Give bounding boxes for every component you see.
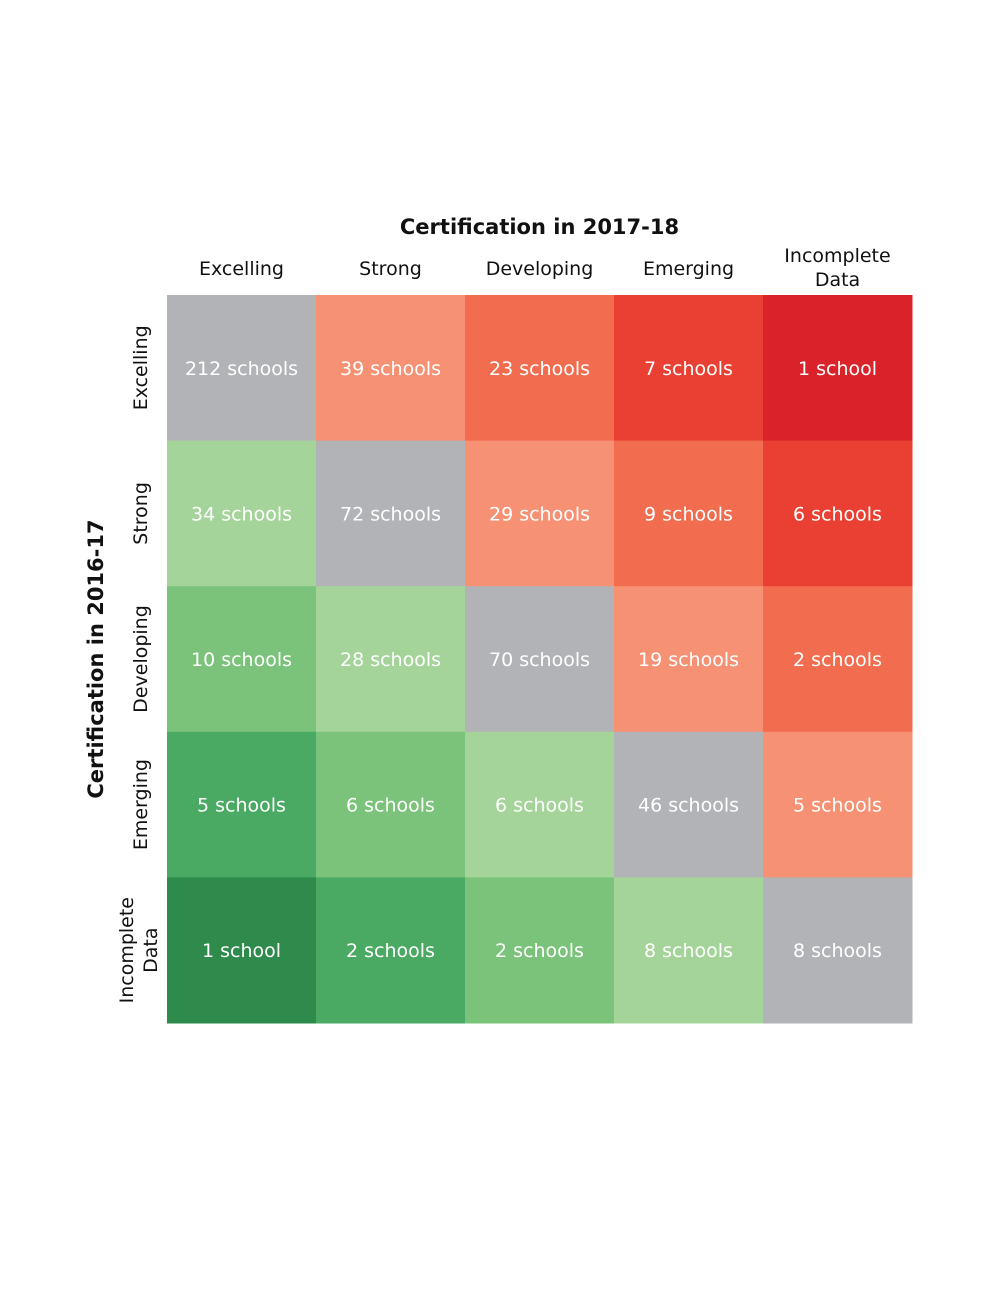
heatmap-cell-r2-c0 (167, 586, 317, 733)
cell-label-r2-c2: 70 schools (489, 649, 590, 671)
heatmap-cell-r1-c0 (167, 440, 317, 587)
row-label-strong: Strong (130, 482, 152, 545)
column-labels: Excelling Strong Developing Emerging Incompl… (199, 245, 891, 291)
column-label-excelling: Excelling (199, 258, 284, 280)
y-axis-title: Certification in 2016-17 (84, 519, 108, 798)
column-label-emerging: Emerging (643, 258, 734, 280)
heatmap-cell-r1-c4 (763, 440, 913, 587)
cell-label-r4-c0: 1 school (202, 940, 281, 962)
heatmap-cell-r2-c2 (465, 586, 615, 733)
heatmap-cell-r4-c0 (167, 877, 317, 1024)
heatmap-cell-r1-c3 (614, 440, 764, 587)
row-label-emerging: Emerging (130, 759, 152, 850)
heatmap-cell-r4-c4 (763, 877, 913, 1024)
heatmap-cell-r0-c4 (763, 295, 913, 442)
cell-label-r1-c1: 72 schools (340, 503, 441, 525)
row-label-incomplete-data: Incomplete Data (116, 897, 162, 1003)
heatmap-cells: 212 schools 39 schools 23 schools 7 schools… (167, 295, 913, 1024)
heatmap-cell-r0-c2 (465, 295, 615, 442)
heatmap-cell-r2-c4 (763, 586, 913, 733)
cell-label-r4-c1: 2 schools (346, 940, 435, 962)
cell-label-r0-c3: 7 schools (644, 358, 733, 380)
cell-label-r0-c1: 39 schools (340, 358, 441, 380)
heatmap-cell-r4-c1 (316, 877, 466, 1024)
cell-label-r4-c4: 8 schools (793, 940, 882, 962)
heatmap-cell-r2-c1 (316, 586, 466, 733)
cell-label-r3-c1: 6 schools (346, 795, 435, 817)
heatmap-cell-r4-c3 (614, 877, 764, 1024)
cell-label-r3-c4: 5 schools (793, 795, 882, 817)
heatmap-cell-r3-c3 (614, 731, 764, 878)
heatmap-cell-r3-c2 (465, 731, 615, 878)
cell-label-r4-c3: 8 schools (644, 940, 733, 962)
heatmap-cell-r3-c0 (167, 731, 317, 878)
cell-label-r3-c3: 46 schools (638, 795, 739, 817)
cell-label-r2-c0: 10 schools (191, 649, 292, 671)
heatmap-cell-r3-c4 (763, 731, 913, 878)
heatmap-cell-r1-c2 (465, 440, 615, 587)
row-label-developing: Developing (130, 605, 152, 713)
column-label-incomplete-data: Incomplete Data (784, 245, 890, 291)
cell-label-r3-c0: 5 schools (197, 795, 286, 817)
heatmap-cell-r0-c3 (614, 295, 764, 442)
row-label-excelling: Excelling (130, 325, 152, 410)
row-labels: Excelling Strong Developing Emerging Incompl… (116, 325, 162, 1003)
cell-label-r2-c4: 2 schools (793, 649, 882, 671)
cell-label-r0-c2: 23 schools (489, 358, 590, 380)
cell-label-r1-c3: 9 schools (644, 503, 733, 525)
cell-label-r4-c2: 2 schools (495, 940, 584, 962)
cell-label-r1-c2: 29 schools (489, 503, 590, 525)
cell-label-r2-c3: 19 schools (638, 649, 739, 671)
cell-label-r0-c4: 1 school (798, 358, 877, 380)
heatmap-cell-r1-c1 (316, 440, 466, 587)
x-axis-title: Certification in 2017-18 (400, 215, 679, 239)
column-label-developing: Developing (486, 258, 594, 280)
cell-label-r0-c0: 212 schools (185, 358, 298, 380)
cell-label-r1-c4: 6 schools (793, 503, 882, 525)
cell-label-r2-c1: 28 schools (340, 649, 441, 671)
heatmap-cell-r0-c1 (316, 295, 466, 442)
heatmap-cell-r0-c0 (167, 295, 317, 442)
cell-label-r3-c2: 6 schools (495, 795, 584, 817)
heatmap-cell-r4-c2 (465, 877, 615, 1024)
heatmap-cell-r2-c3 (614, 586, 764, 733)
column-label-strong: Strong (359, 258, 422, 280)
cell-label-r1-c0: 34 schools (191, 503, 292, 525)
heatmap-cell-r3-c1 (316, 731, 466, 878)
